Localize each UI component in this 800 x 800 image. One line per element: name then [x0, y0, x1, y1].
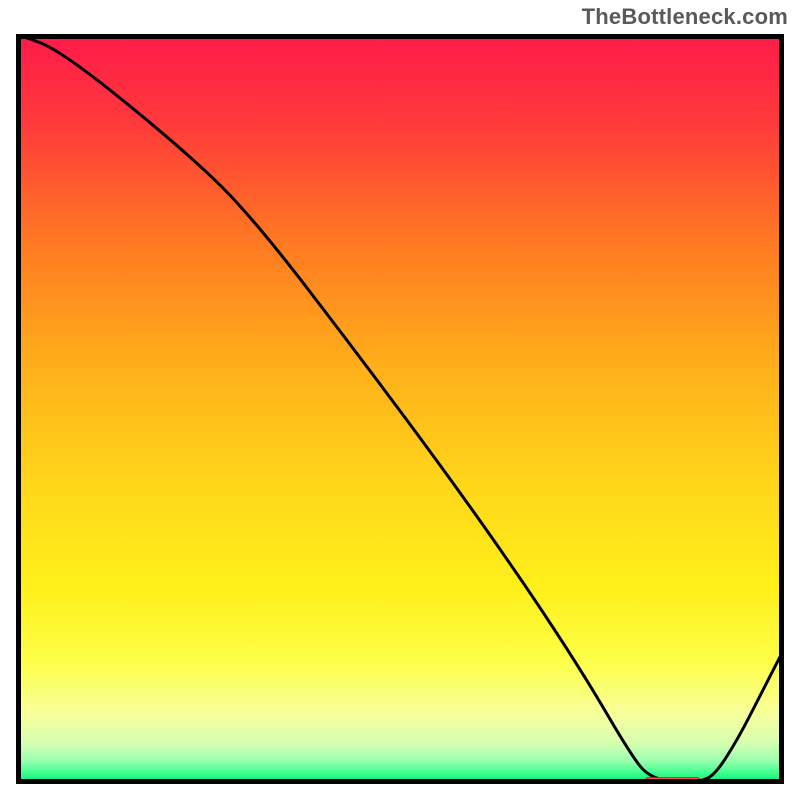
bottleneck-chart [16, 34, 784, 784]
watermark-text: TheBottleneck.com [582, 4, 788, 30]
root: TheBottleneck.com [0, 0, 800, 800]
